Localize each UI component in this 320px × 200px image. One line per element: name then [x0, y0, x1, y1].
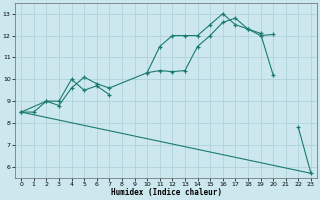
X-axis label: Humidex (Indice chaleur): Humidex (Indice chaleur): [110, 188, 221, 197]
